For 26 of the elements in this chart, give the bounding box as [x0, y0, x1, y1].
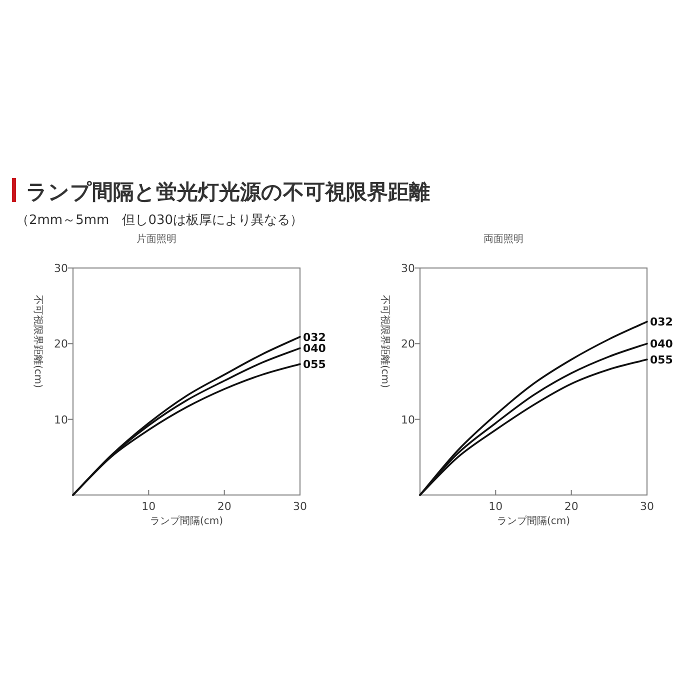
x-axis-title: ランプ間隔(cm) — [496, 515, 570, 527]
y-tick-label: 10 — [54, 413, 68, 426]
chart-title: 片面照明 — [136, 233, 176, 245]
y-tick-label: 30 — [401, 262, 415, 275]
series-label: 040 — [303, 342, 326, 356]
x-tick-label: 10 — [142, 500, 156, 513]
y-axis-title: 不可視限界距離(cm) — [32, 294, 44, 388]
y-tick-label: 20 — [401, 338, 415, 351]
series-label: 040 — [650, 338, 674, 351]
x-axis-title: ランプ間隔(cm) — [150, 515, 224, 527]
y-tick-label: 20 — [54, 338, 68, 351]
y-axis-title: 不可視限界距離(cm) — [379, 294, 391, 388]
series-label: 032 — [650, 316, 673, 329]
x-tick-label: 30 — [640, 500, 654, 513]
series-label: 055 — [303, 358, 326, 372]
chart-title: 両面照明 — [484, 234, 524, 245]
text: ランプ間隔と蛍光灯光源の不可視限界距離 — [26, 180, 430, 204]
x-tick-label: 20 — [217, 500, 232, 513]
y-tick-label: 30 — [54, 262, 68, 275]
x-tick-label: 10 — [488, 500, 503, 513]
x-tick-label: 20 — [564, 500, 578, 513]
text: （2mm～5mm 但し030は板厚により異なる） — [16, 213, 304, 228]
series-label: 055 — [650, 354, 673, 367]
series-label: 032 — [303, 330, 326, 344]
y-tick-label: 10 — [401, 413, 415, 426]
x-tick-label: 30 — [293, 500, 307, 513]
